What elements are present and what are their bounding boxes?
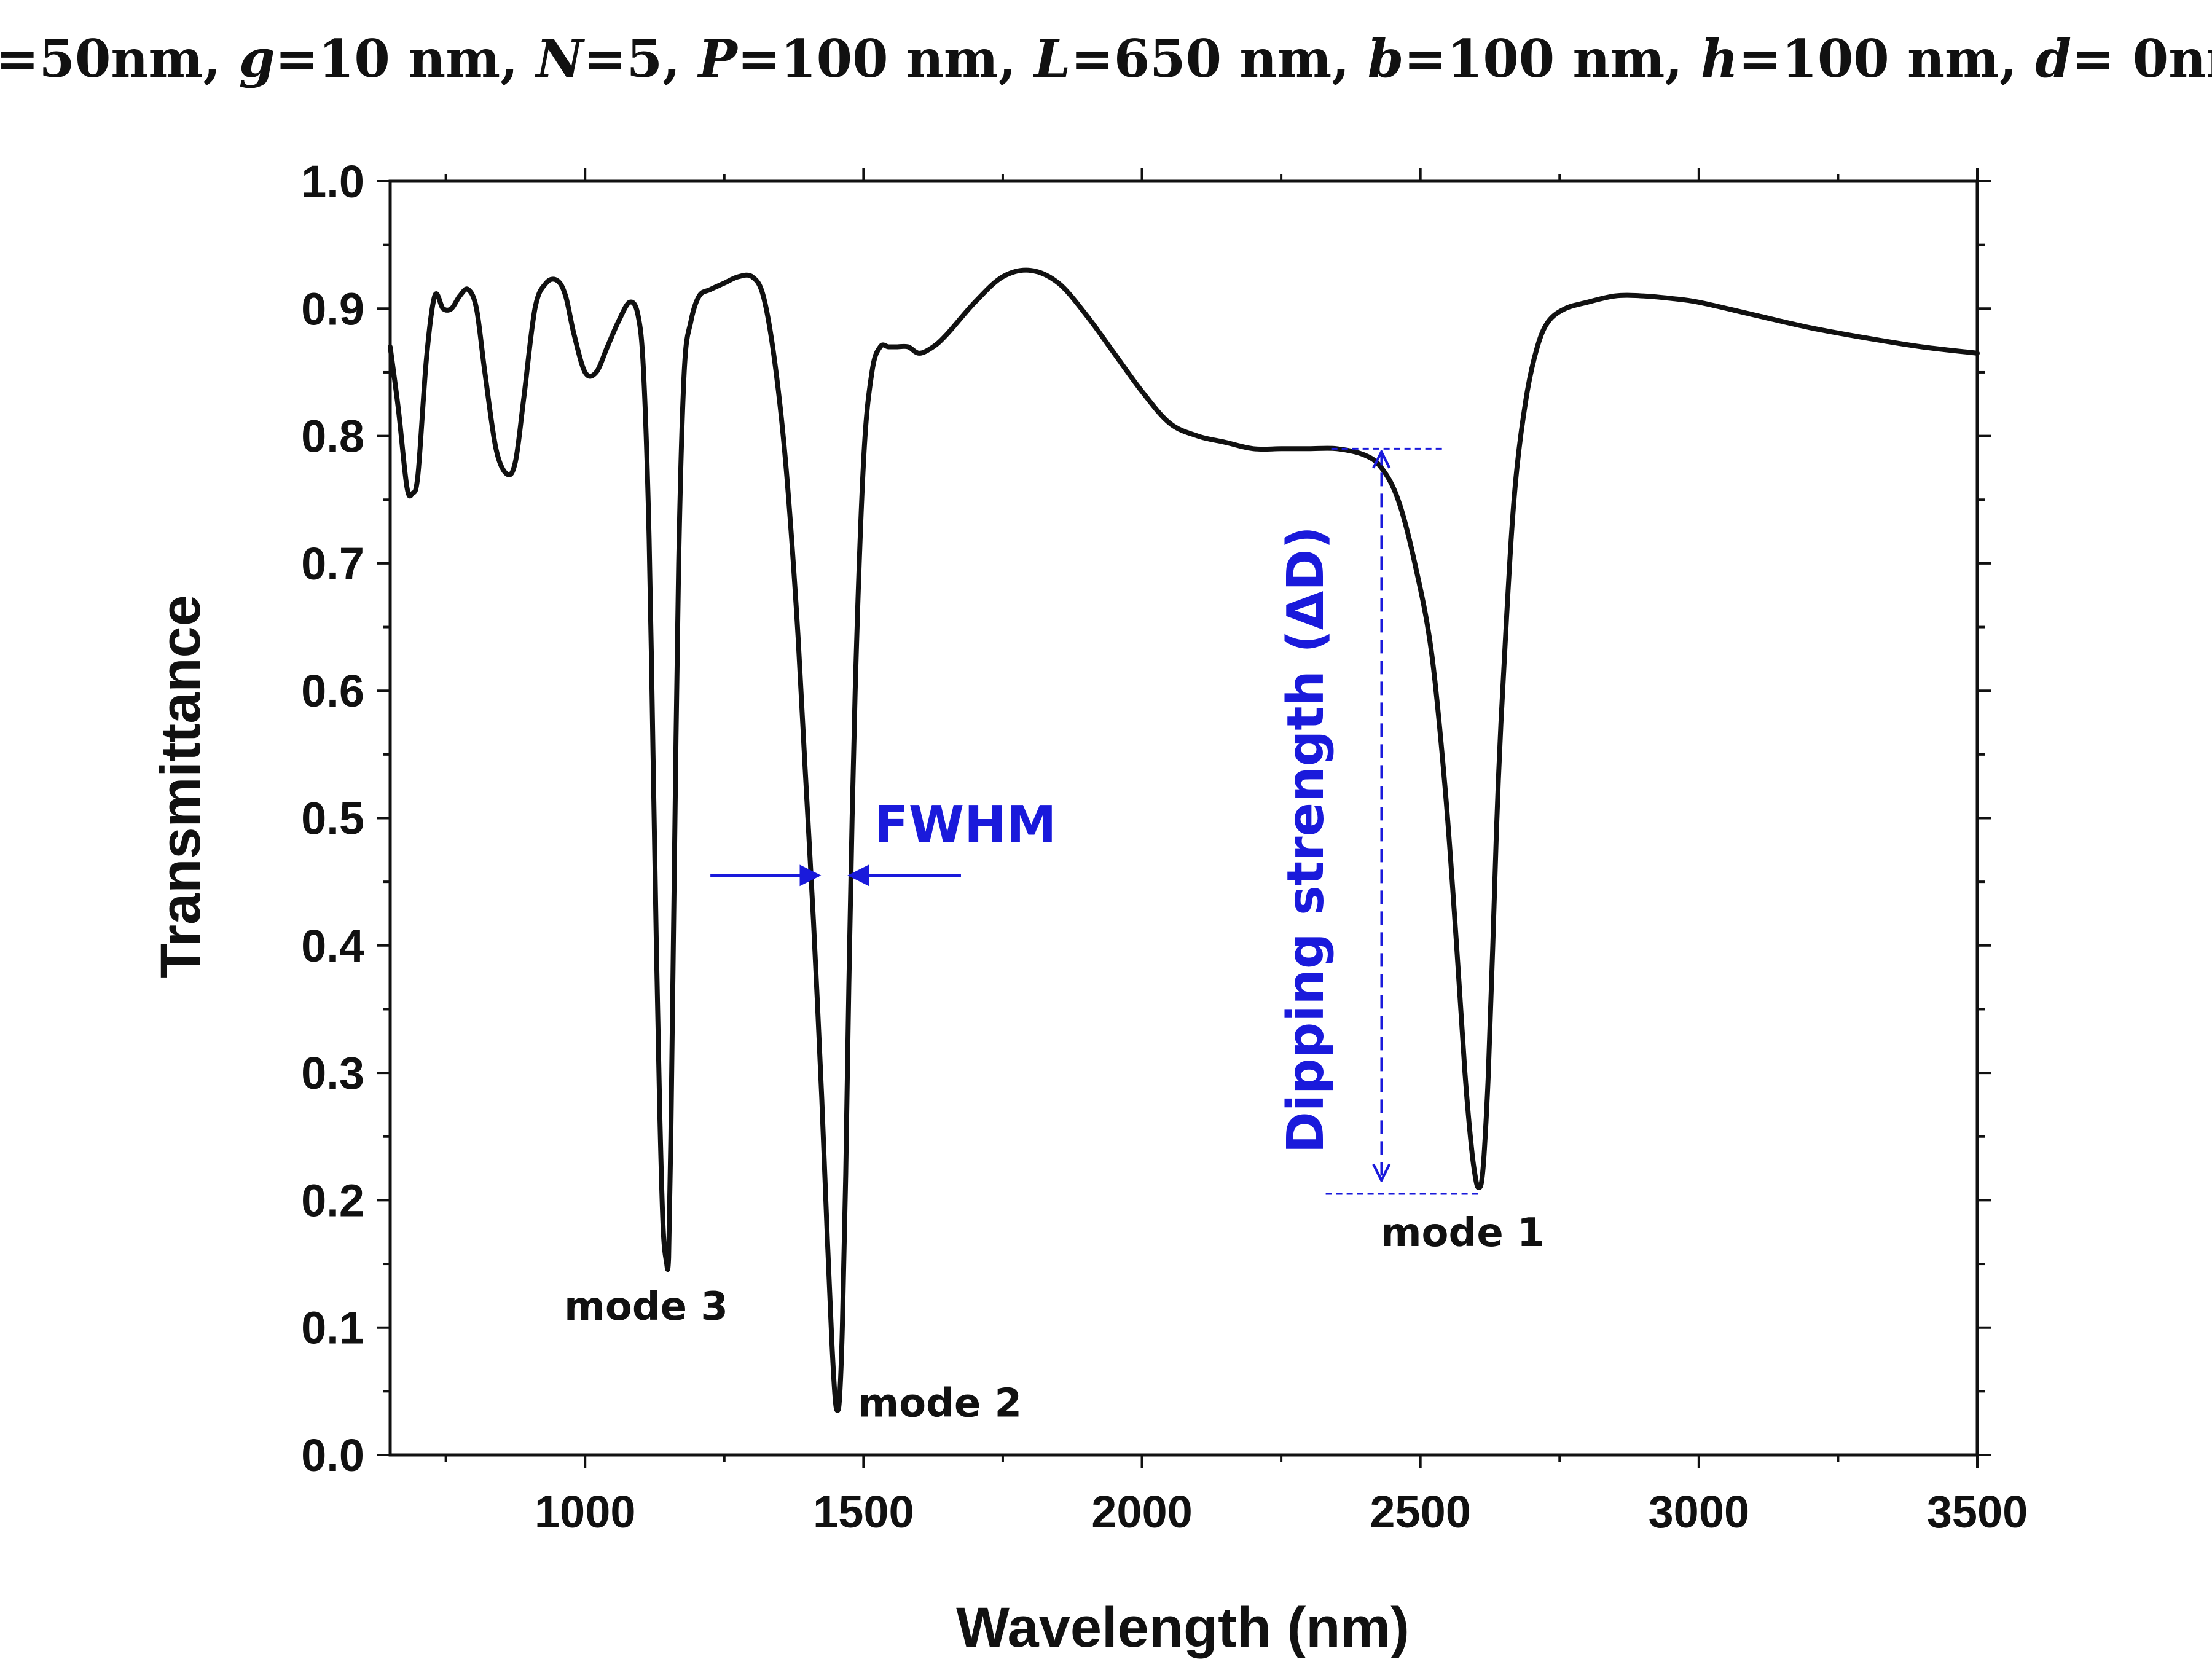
x-tick-label: 3000 [1649, 1486, 1750, 1537]
x-tick-label: 3500 [1927, 1486, 2028, 1537]
header-part-10: b [1368, 28, 1404, 89]
chart-annotations: mode 3 mode 2 mode 1 FWHM Dipping strength (… [564, 447, 1545, 1426]
plot-frame [388, 179, 1979, 1457]
mode-2-label: mode 2 [858, 1381, 1022, 1426]
header-part-1: =50nm, [0, 28, 239, 89]
x-tick-label: 2000 [1091, 1486, 1193, 1537]
dipping-strength-label: Dipping strength (ΔD) [1277, 526, 1335, 1153]
y-tick-label: 1.0 [301, 156, 364, 207]
header-part-11: =100 nm, [1403, 28, 1700, 89]
x-tick-label: 2500 [1370, 1486, 1471, 1537]
header-part-8: L [1033, 28, 1070, 89]
mode-3-label: mode 3 [564, 1284, 728, 1330]
y-tick-label: 0.0 [301, 1430, 364, 1481]
x-tick-label: 1000 [535, 1486, 636, 1537]
x-axis-label: Wavelength (nm) [956, 1596, 1410, 1659]
chart-header-parameters: w=50nm, g=10 nm, N=5, P=100 nm, L=650 nm… [0, 28, 2212, 89]
y-tick-label: 0.4 [301, 920, 364, 971]
y-tick-label: 0.6 [301, 665, 364, 716]
header-part-12: h [1701, 28, 1738, 89]
header-part-15: = 0nm [2071, 28, 2212, 89]
y-tick-label: 0.2 [301, 1175, 364, 1226]
y-tick-label: 0.9 [301, 283, 364, 334]
y-tick-label: 0.1 [301, 1303, 364, 1354]
y-tick-label: 0.8 [301, 411, 364, 462]
fwhm-label: FWHM [874, 796, 1057, 854]
x-tick-label: 1500 [813, 1486, 914, 1537]
header-part-14: d [2035, 28, 2071, 89]
plot-area-border [388, 179, 1979, 1457]
y-tick-label: 0.7 [301, 538, 364, 589]
y-axis-label: Transmittance [149, 595, 212, 978]
header-part-5: =5, [583, 28, 698, 89]
x-tick-labels: 1000 1500 2000 2500 3000 3500 [535, 1486, 2028, 1537]
mode-1-label: mode 1 [1381, 1210, 1545, 1256]
series-line-transmittance [388, 267, 1980, 1413]
header-part-6: P [697, 28, 739, 89]
header-part-9: =650 nm, [1070, 28, 1367, 89]
header-part-13: =100 nm, [1738, 28, 2035, 89]
header-part-2: g [239, 28, 275, 89]
y-tick-label: 0.3 [301, 1048, 364, 1099]
header-part-4: N [535, 28, 586, 89]
axis-ticks [377, 168, 1991, 1468]
header-part-3: =10 nm, [275, 28, 536, 89]
y-tick-label: 0.5 [301, 793, 364, 844]
y-tick-labels: 0.0 0.1 0.2 0.3 0.4 0.5 0.6 0.7 0.8 0.9 1.0 [301, 156, 364, 1481]
header-part-7: =100 nm, [737, 28, 1034, 89]
